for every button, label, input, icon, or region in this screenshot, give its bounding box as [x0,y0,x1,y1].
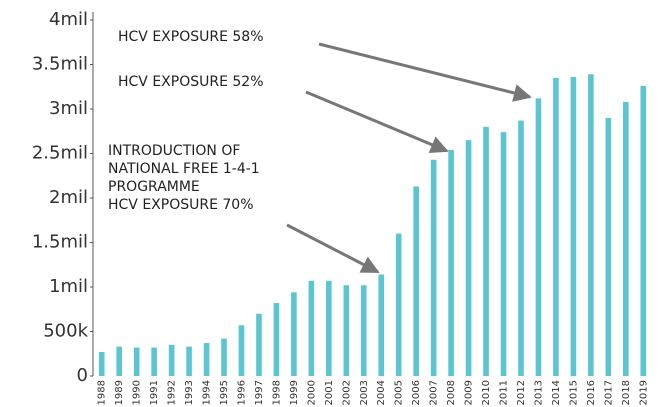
bar [256,313,262,376]
x-tick-label: 2014 [551,380,562,405]
bar [273,303,280,376]
y-tick-label: 500k [43,321,88,342]
x-tick-label: 2009 [464,380,475,405]
arrow [318,42,532,102]
x-tick-label: 1992 [167,380,178,405]
bar [151,347,157,376]
x-tick-label: 2004 [376,380,387,405]
bar [430,159,437,376]
x-tick-label: 2010 [481,380,492,405]
arrow [286,223,380,274]
x-tick-label: 2017 [603,380,614,405]
y-tick-label: 1.5mil [32,232,88,253]
x-tick-label: 2019 [638,380,649,405]
x-tick-label: 1989 [114,380,125,405]
annotation: HCV EXPOSURE 58% [118,29,264,45]
x-tick-label: 2006 [411,380,422,405]
x-tick-label: 2007 [429,380,440,405]
bar [570,76,577,377]
bar [203,343,210,376]
bar [640,85,647,377]
annotation: PROGRAMME [108,179,200,195]
bar [395,233,402,376]
bar [343,285,350,376]
annotation: INTRODUCTION OF [108,143,240,159]
bar [168,344,175,376]
x-tick-label: 2002 [341,380,352,405]
y-tick-label: 2mil [49,187,88,208]
x-tick-label: 2008 [446,380,457,405]
x-tick-label: 1994 [202,380,213,405]
x-tick-label: 1997 [254,380,265,405]
x-tick-label: 1999 [289,380,300,405]
y-tick-label: 1mil [49,276,88,297]
x-tick-label: 1988 [97,380,108,405]
bar [238,325,245,376]
x-tick-label: 1995 [219,380,230,405]
annotation: HCV EXPOSURE 70% [108,197,254,213]
x-tick-label: 2001 [324,380,335,405]
x-tick-label: 2003 [359,380,370,405]
x-tick-label: 2015 [568,380,579,405]
annotation: NATIONAL FREE 1-4-1 [108,161,260,177]
bar [500,132,507,376]
bar [378,274,385,376]
x-tick-label: 2011 [499,380,510,405]
bar [133,347,140,376]
x-tick-label: 2000 [306,380,317,405]
x-tick-label: 2005 [394,380,405,405]
x-tick-label: 2013 [533,380,544,405]
bar [308,280,315,376]
bar [360,285,367,376]
x-tick-label: 2016 [586,380,597,405]
bar [221,338,227,376]
x-tick-label: 2012 [516,380,527,405]
bar [448,149,454,376]
arrow [305,90,449,154]
x-tick-label: 1990 [132,380,143,405]
bar [622,101,629,376]
bar [413,186,419,376]
x-tick-label: 2018 [621,380,632,405]
bar [98,351,105,376]
x-tick-label: 1996 [236,380,247,405]
y-tick-label: 4mil [49,9,88,30]
bar [553,77,559,376]
bar [186,346,192,376]
annotation: HCV EXPOSURE 52% [118,74,264,90]
bar [465,140,472,376]
x-tick-label: 1991 [149,380,160,405]
y-tick-label: 3.5mil [32,54,88,75]
y-tick-label: 2.5mil [32,143,88,164]
bar [483,126,489,376]
y-tick-label: 3mil [49,98,88,119]
bar [326,280,332,376]
bar [535,98,542,376]
bar [588,74,594,376]
x-tick-label: 1993 [184,380,195,405]
y-tick-label: 0 [77,365,88,386]
bar [518,120,524,376]
bar [116,346,123,376]
bar [605,117,612,377]
bar [291,292,297,376]
x-tick-label: 1998 [271,380,282,405]
